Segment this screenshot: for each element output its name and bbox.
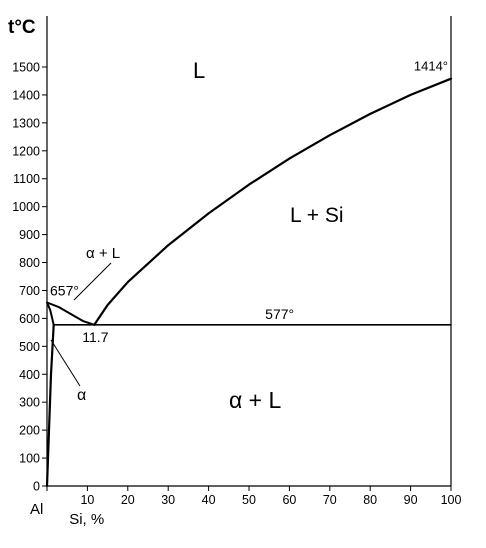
- x-origin-label: Al: [30, 501, 43, 518]
- y-tick-label: 1300: [12, 116, 40, 130]
- x-tick-label: 60: [282, 493, 296, 507]
- axes-layer: 0 100 200 300 400 500 600 700 800 900 1000 1100 1200…: [8, 16, 461, 528]
- y-tick-label: 1500: [12, 61, 40, 75]
- y-tick-label: 800: [19, 256, 40, 270]
- x-tick-label: 30: [161, 493, 175, 507]
- x-tick-label: 40: [202, 493, 216, 507]
- y-tick-label: 0: [33, 480, 40, 494]
- x-tick-label: 10: [80, 493, 94, 507]
- y-tick-label: 300: [19, 396, 40, 410]
- liquidus-si-curve: [93, 77, 453, 326]
- solidus-curve: [46, 301, 55, 326]
- x-tick-label: 20: [121, 493, 135, 507]
- y-tick-label: 200: [19, 424, 40, 438]
- solvus-curve: [45, 323, 55, 488]
- region-label-liquid: L: [193, 58, 205, 83]
- y-tick-label: 1400: [12, 88, 40, 102]
- x-axis-title: Si, %: [69, 511, 104, 528]
- x-tick-label: 50: [242, 493, 256, 507]
- region-label-alpha: α: [77, 387, 86, 404]
- y-tick-label: 1200: [12, 144, 40, 158]
- y-axis-title: t°C: [8, 17, 36, 38]
- region-label-alpha-l-small: α + L: [86, 245, 120, 262]
- label-layer: 657° 1414° 577° 11.7 L L + Si α + L α + L α: [50, 58, 448, 413]
- region-label-liquid-si: L + Si: [290, 204, 344, 227]
- x-tick-label: 70: [323, 493, 337, 507]
- curve-layer: [45, 77, 453, 488]
- region-label-alpha-l-lower: α + L: [229, 387, 282, 413]
- y-tick-label: 500: [19, 340, 40, 354]
- annotation-melt-al: 657°: [50, 282, 79, 298]
- alpha-leader-line: [50, 339, 81, 387]
- y-tick-label: 1000: [12, 200, 40, 214]
- x-tick-label: 90: [404, 493, 418, 507]
- y-tick-label: 100: [19, 452, 40, 466]
- y-tick-label: 700: [19, 284, 40, 298]
- annotation-eutectic-comp: 11.7: [82, 329, 108, 345]
- y-tick-label: 600: [19, 312, 40, 326]
- alpha-l-leader-line: [73, 262, 112, 301]
- y-tick-label: 1100: [13, 172, 40, 186]
- y-tick-label: 900: [19, 228, 40, 242]
- x-tick-label: 100: [441, 493, 462, 507]
- liquidus-al-curve: [46, 301, 96, 326]
- y-tick-label: 400: [19, 368, 40, 382]
- annotation-eutectic-temp: 577°: [265, 306, 294, 322]
- x-tick-label: 80: [363, 493, 377, 507]
- annotation-melt-si: 1414°: [414, 59, 448, 74]
